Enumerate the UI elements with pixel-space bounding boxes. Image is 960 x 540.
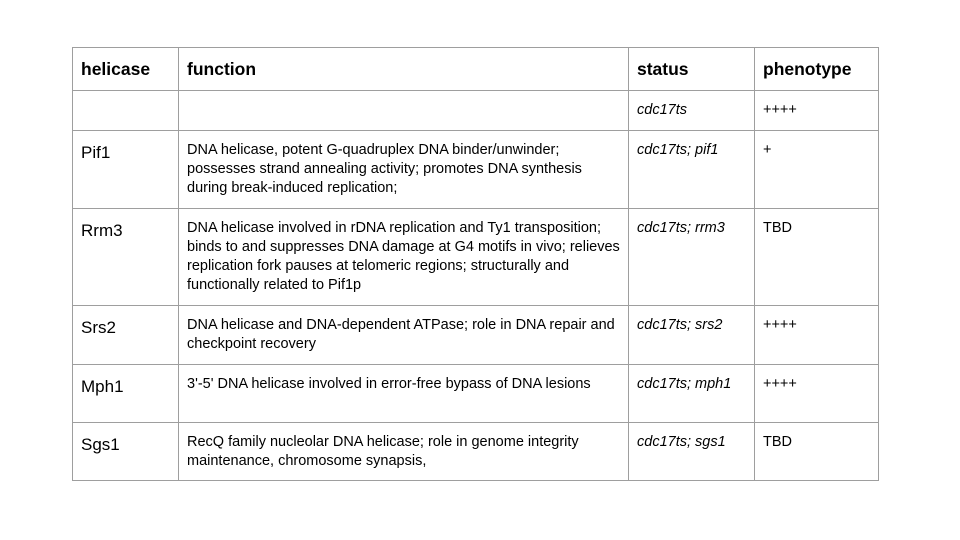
helicase-table: helicase function status phenotype cdc17… (72, 47, 879, 481)
cell-phenotype: ++++ (754, 90, 879, 131)
header-function: function (178, 47, 629, 91)
cell-phenotype: ++++ (754, 364, 879, 423)
header-phenotype: phenotype (754, 47, 879, 91)
cell-status: cdc17ts (628, 90, 755, 131)
cell-function: RecQ family nucleolar DNA helicase; role… (178, 422, 629, 481)
cell-function: DNA helicase involved in rDNA replicatio… (178, 208, 629, 306)
cell-helicase: Mph1 (72, 364, 179, 423)
cell-status: cdc17ts; sgs1 (628, 422, 755, 481)
cell-status: cdc17ts; srs2 (628, 305, 755, 365)
header-helicase: helicase (72, 47, 179, 91)
cell-phenotype: TBD (754, 422, 879, 481)
cell-phenotype: ++++ (754, 305, 879, 365)
table-row: Mph1 3'-5' DNA helicase involved in erro… (72, 364, 879, 423)
header-status: status (628, 47, 755, 91)
cell-status: cdc17ts; mph1 (628, 364, 755, 423)
cell-helicase: Srs2 (72, 305, 179, 365)
cell-helicase: Rrm3 (72, 208, 179, 306)
cell-phenotype: + (754, 130, 879, 209)
cell-helicase: Pif1 (72, 130, 179, 209)
cell-function: 3'-5' DNA helicase involved in error-fre… (178, 364, 629, 423)
cell-function: DNA helicase and DNA-dependent ATPase; r… (178, 305, 629, 365)
cell-helicase (72, 90, 179, 131)
table-row-control: cdc17ts ++++ (72, 90, 879, 131)
table-row: Rrm3 DNA helicase involved in rDNA repli… (72, 208, 879, 306)
table-header-row: helicase function status phenotype (72, 47, 879, 91)
cell-helicase: Sgs1 (72, 422, 179, 481)
cell-status: cdc17ts; pif1 (628, 130, 755, 209)
cell-function: DNA helicase, potent G-quadruplex DNA bi… (178, 130, 629, 209)
table-row: Pif1 DNA helicase, potent G-quadruplex D… (72, 130, 879, 209)
table-row: Sgs1 RecQ family nucleolar DNA helicase;… (72, 422, 879, 481)
cell-function (178, 90, 629, 131)
table-row: Srs2 DNA helicase and DNA-dependent ATPa… (72, 305, 879, 365)
cell-phenotype: TBD (754, 208, 879, 306)
cell-status: cdc17ts; rrm3 (628, 208, 755, 306)
